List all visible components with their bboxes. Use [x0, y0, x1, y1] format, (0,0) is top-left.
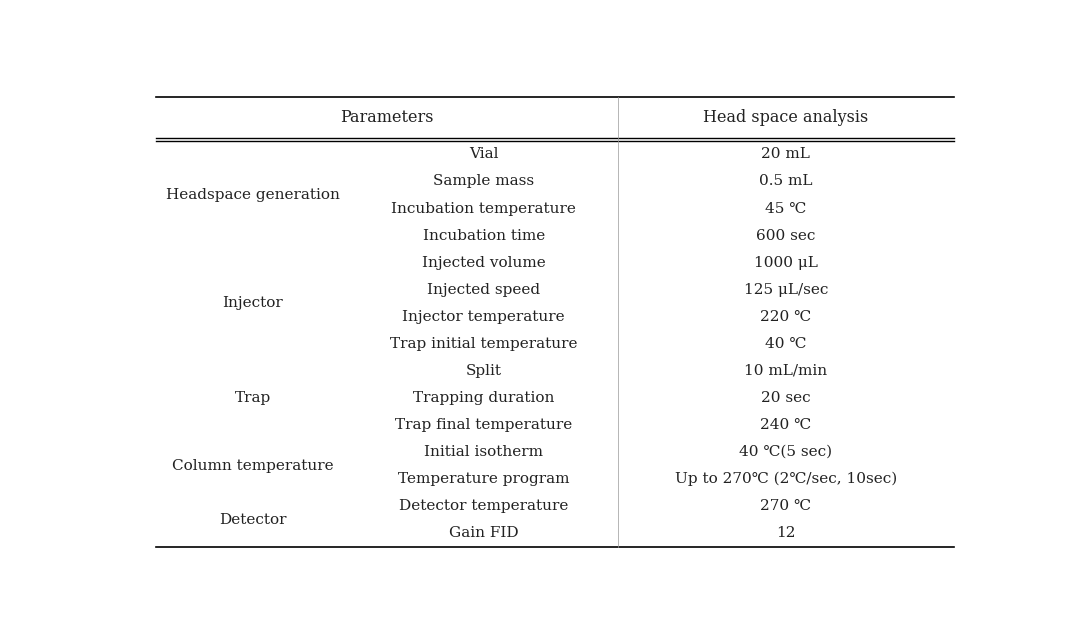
Text: Temperature program: Temperature program: [397, 472, 570, 486]
Text: Incubation time: Incubation time: [422, 229, 545, 242]
Text: Initial isotherm: Initial isotherm: [425, 445, 544, 459]
Text: Trap initial temperature: Trap initial temperature: [390, 337, 577, 351]
Text: 270 ℃: 270 ℃: [760, 499, 811, 513]
Text: Sample mass: Sample mass: [433, 175, 534, 188]
Text: 240 ℃: 240 ℃: [760, 418, 811, 432]
Text: Trap: Trap: [235, 391, 271, 405]
Text: Split: Split: [466, 364, 501, 378]
Text: Up to 270℃ (2℃/sec, 10sec): Up to 270℃ (2℃/sec, 10sec): [675, 472, 897, 486]
Text: Injector temperature: Injector temperature: [403, 310, 565, 324]
Text: 40 ℃: 40 ℃: [766, 337, 807, 351]
Text: Column temperature: Column temperature: [172, 458, 334, 473]
Text: Trap final temperature: Trap final temperature: [395, 418, 572, 432]
Text: Vial: Vial: [469, 148, 498, 161]
Text: 45 ℃: 45 ℃: [766, 202, 807, 215]
Text: Injected speed: Injected speed: [427, 283, 540, 297]
Text: Detector: Detector: [219, 513, 287, 527]
Text: Parameters: Parameters: [340, 109, 434, 126]
Text: 125 μL/sec: 125 μL/sec: [744, 283, 828, 297]
Text: Trapping duration: Trapping duration: [413, 391, 554, 405]
Text: 1000 μL: 1000 μL: [754, 256, 818, 269]
Text: Gain FID: Gain FID: [448, 526, 519, 540]
Text: Injected volume: Injected volume: [421, 256, 546, 269]
Text: Head space analysis: Head space analysis: [703, 109, 869, 126]
Text: Incubation temperature: Incubation temperature: [391, 202, 576, 215]
Text: 40 ℃(5 sec): 40 ℃(5 sec): [740, 445, 833, 459]
Text: 10 mL/min: 10 mL/min: [744, 364, 827, 378]
Text: 600 sec: 600 sec: [756, 229, 815, 242]
Text: 0.5 mL: 0.5 mL: [759, 175, 812, 188]
Text: 220 ℃: 220 ℃: [760, 310, 811, 324]
Text: 20 sec: 20 sec: [761, 391, 811, 405]
Text: 12: 12: [777, 526, 796, 540]
Text: 20 mL: 20 mL: [761, 148, 810, 161]
Text: Detector temperature: Detector temperature: [399, 499, 569, 513]
Text: Headspace generation: Headspace generation: [166, 188, 340, 202]
Text: Injector: Injector: [222, 296, 284, 310]
